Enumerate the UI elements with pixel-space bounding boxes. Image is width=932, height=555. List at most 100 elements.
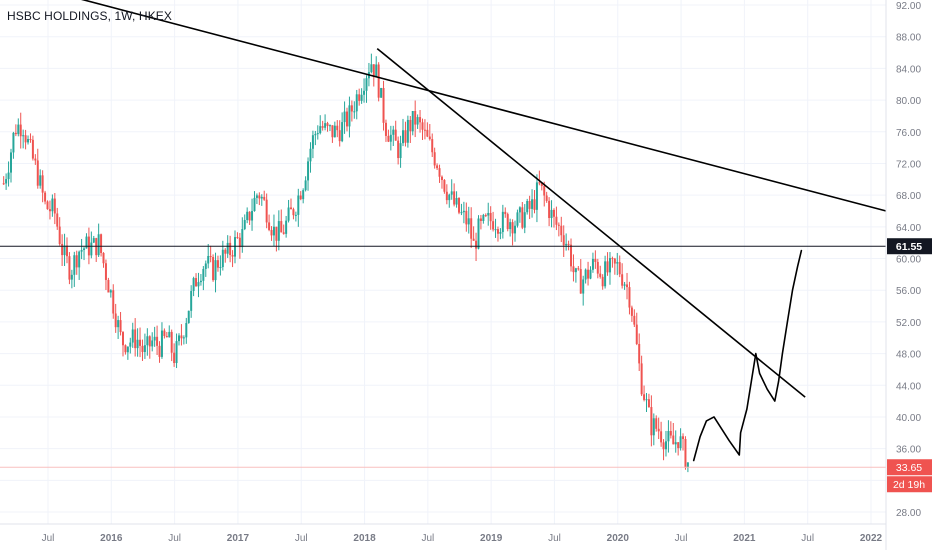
- y-tick-label: 36.00: [896, 445, 921, 456]
- candle-body: [209, 256, 212, 258]
- candle-body: [521, 207, 524, 228]
- candle-body: [431, 139, 434, 153]
- candle-body: [24, 135, 27, 143]
- candle-body: [445, 191, 448, 201]
- candle-body: [618, 262, 621, 275]
- candle-body: [394, 129, 397, 141]
- candle-body: [117, 320, 120, 328]
- candle-body: [572, 266, 575, 273]
- candle-body: [543, 186, 546, 196]
- candle-body: [633, 315, 636, 325]
- candle-body: [51, 198, 54, 212]
- candle-body: [501, 211, 504, 233]
- candle-body: [22, 135, 25, 137]
- candle-body: [141, 345, 144, 353]
- candle-body: [426, 129, 429, 137]
- candle-body: [384, 122, 387, 136]
- candle-body: [494, 229, 497, 231]
- candle-body: [562, 235, 565, 246]
- candle-body: [65, 245, 68, 257]
- candle-body: [97, 234, 100, 256]
- candle-body: [121, 332, 124, 346]
- drawings[interactable]: [0, 0, 887, 468]
- candle-body: [596, 261, 599, 274]
- candle-body: [2, 183, 5, 185]
- candle-body: [645, 399, 648, 401]
- last-price-label: 33.65: [896, 462, 922, 474]
- candle-body: [623, 284, 626, 286]
- candle-body: [684, 439, 687, 468]
- candle-body: [143, 345, 146, 353]
- candle-body: [402, 130, 405, 144]
- candle-body: [48, 209, 51, 212]
- candle-body: [114, 313, 117, 328]
- candle-body: [343, 111, 346, 123]
- x-tick-label: Jul: [801, 533, 814, 544]
- candle-body: [129, 342, 132, 347]
- candle-body: [672, 435, 675, 445]
- candle-body: [182, 337, 185, 339]
- candle-body: [545, 195, 548, 201]
- candle-body: [370, 64, 373, 73]
- candle-body: [85, 236, 88, 249]
- candle-body: [255, 195, 258, 198]
- candle-body: [428, 136, 431, 140]
- candle-body: [621, 274, 624, 286]
- y-tick-label: 60.00: [896, 255, 921, 266]
- candle-body: [487, 212, 490, 216]
- candle-body: [570, 244, 573, 267]
- candle-body: [119, 320, 122, 333]
- candle-body: [197, 282, 200, 287]
- candle-body: [523, 212, 526, 228]
- x-tick-label: 2018: [353, 533, 376, 544]
- candle-body: [462, 210, 465, 213]
- candle-body: [126, 346, 129, 353]
- candle-body: [319, 126, 322, 134]
- candle-body: [221, 249, 224, 268]
- candle-body: [309, 148, 312, 162]
- projection-path: [692, 249, 803, 462]
- candle-body: [514, 225, 517, 234]
- candle-body: [423, 129, 426, 131]
- candle-body: [482, 215, 485, 221]
- candle-body: [307, 161, 310, 181]
- candle-body: [608, 258, 611, 273]
- candle-body: [238, 237, 241, 248]
- candle-body: [458, 197, 461, 213]
- candle-body: [7, 172, 10, 180]
- candle-body: [153, 336, 156, 341]
- trendline-long-resistance: [80, 0, 887, 212]
- candle-body: [506, 214, 509, 230]
- y-tick-label: 88.00: [896, 33, 921, 44]
- candle-body: [265, 199, 268, 223]
- candle-body: [582, 279, 585, 294]
- candle-body: [560, 225, 563, 236]
- candle-body: [304, 180, 307, 191]
- candle-body: [499, 232, 502, 234]
- candle-body: [316, 133, 319, 135]
- horizontal-line-price-label: 61.55: [896, 241, 922, 253]
- candle-body: [574, 268, 577, 273]
- candle-body: [251, 211, 254, 221]
- candle-body: [92, 238, 95, 243]
- candle-body: [348, 105, 351, 127]
- candle-body: [565, 243, 568, 246]
- y-tick-label: 52.00: [896, 318, 921, 329]
- x-tick-label: Jul: [675, 533, 688, 544]
- candle-body: [109, 290, 112, 293]
- candle-body: [53, 198, 56, 214]
- candle-body: [39, 175, 42, 186]
- candle-body: [589, 269, 592, 279]
- candle-body: [292, 209, 295, 216]
- candle-body: [416, 117, 419, 125]
- trendline-short-resistance: [376, 47, 806, 398]
- candle-body: [567, 243, 570, 245]
- y-tick-label: 64.00: [896, 223, 921, 234]
- candle-body: [243, 220, 246, 230]
- candle-body: [377, 64, 380, 98]
- candle-body: [234, 237, 237, 257]
- candle-body: [472, 238, 475, 241]
- candle-body: [635, 324, 638, 344]
